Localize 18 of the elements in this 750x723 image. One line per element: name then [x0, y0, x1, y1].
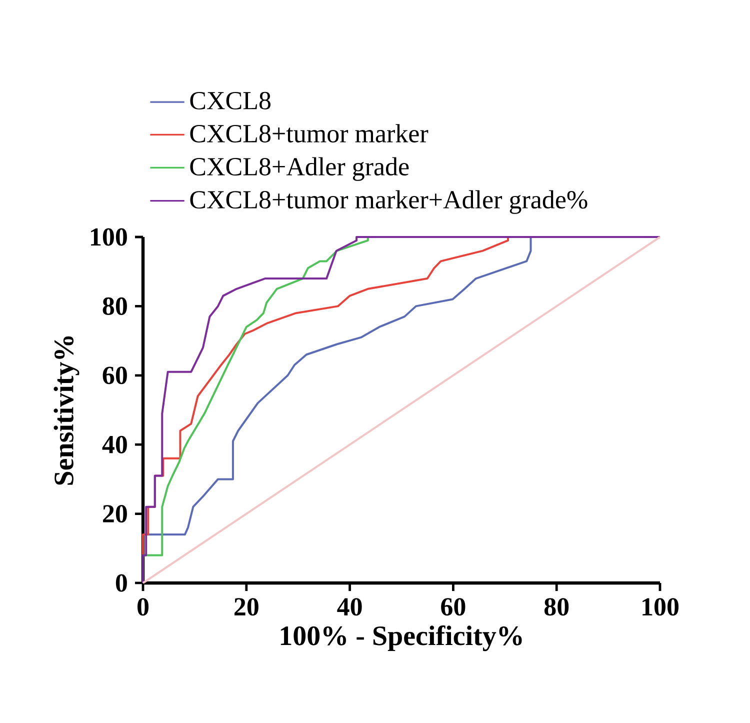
y-axis-title: Sensitivity% [54, 336, 80, 485]
legend-label: CXCL8+tumor marker+Adler grade% [190, 190, 588, 214]
y-tick-label: 80 [102, 297, 127, 315]
x-tick-label: 80 [544, 598, 569, 616]
legend-label: CXCL8+Adler grade [190, 157, 409, 181]
y-tick-label: 20 [103, 505, 127, 523]
legend-label: CXCL8 [190, 92, 270, 110]
y-tick-label: 60 [102, 366, 127, 384]
x-tick-label: 20 [234, 598, 258, 616]
legend-label: CXCL8+tumor marker [190, 124, 428, 142]
x-tick-label: 40 [337, 598, 362, 616]
y-tick-label: 40 [102, 436, 127, 454]
x-tick-label: 0 [138, 598, 149, 616]
y-tick-label: 100 [91, 228, 127, 246]
y-tick-label: 0 [116, 574, 127, 592]
x-tick-label: 100 [642, 598, 679, 616]
x-axis-title: 100% - Specificity% [280, 625, 522, 652]
x-tick-label: 60 [441, 598, 466, 616]
